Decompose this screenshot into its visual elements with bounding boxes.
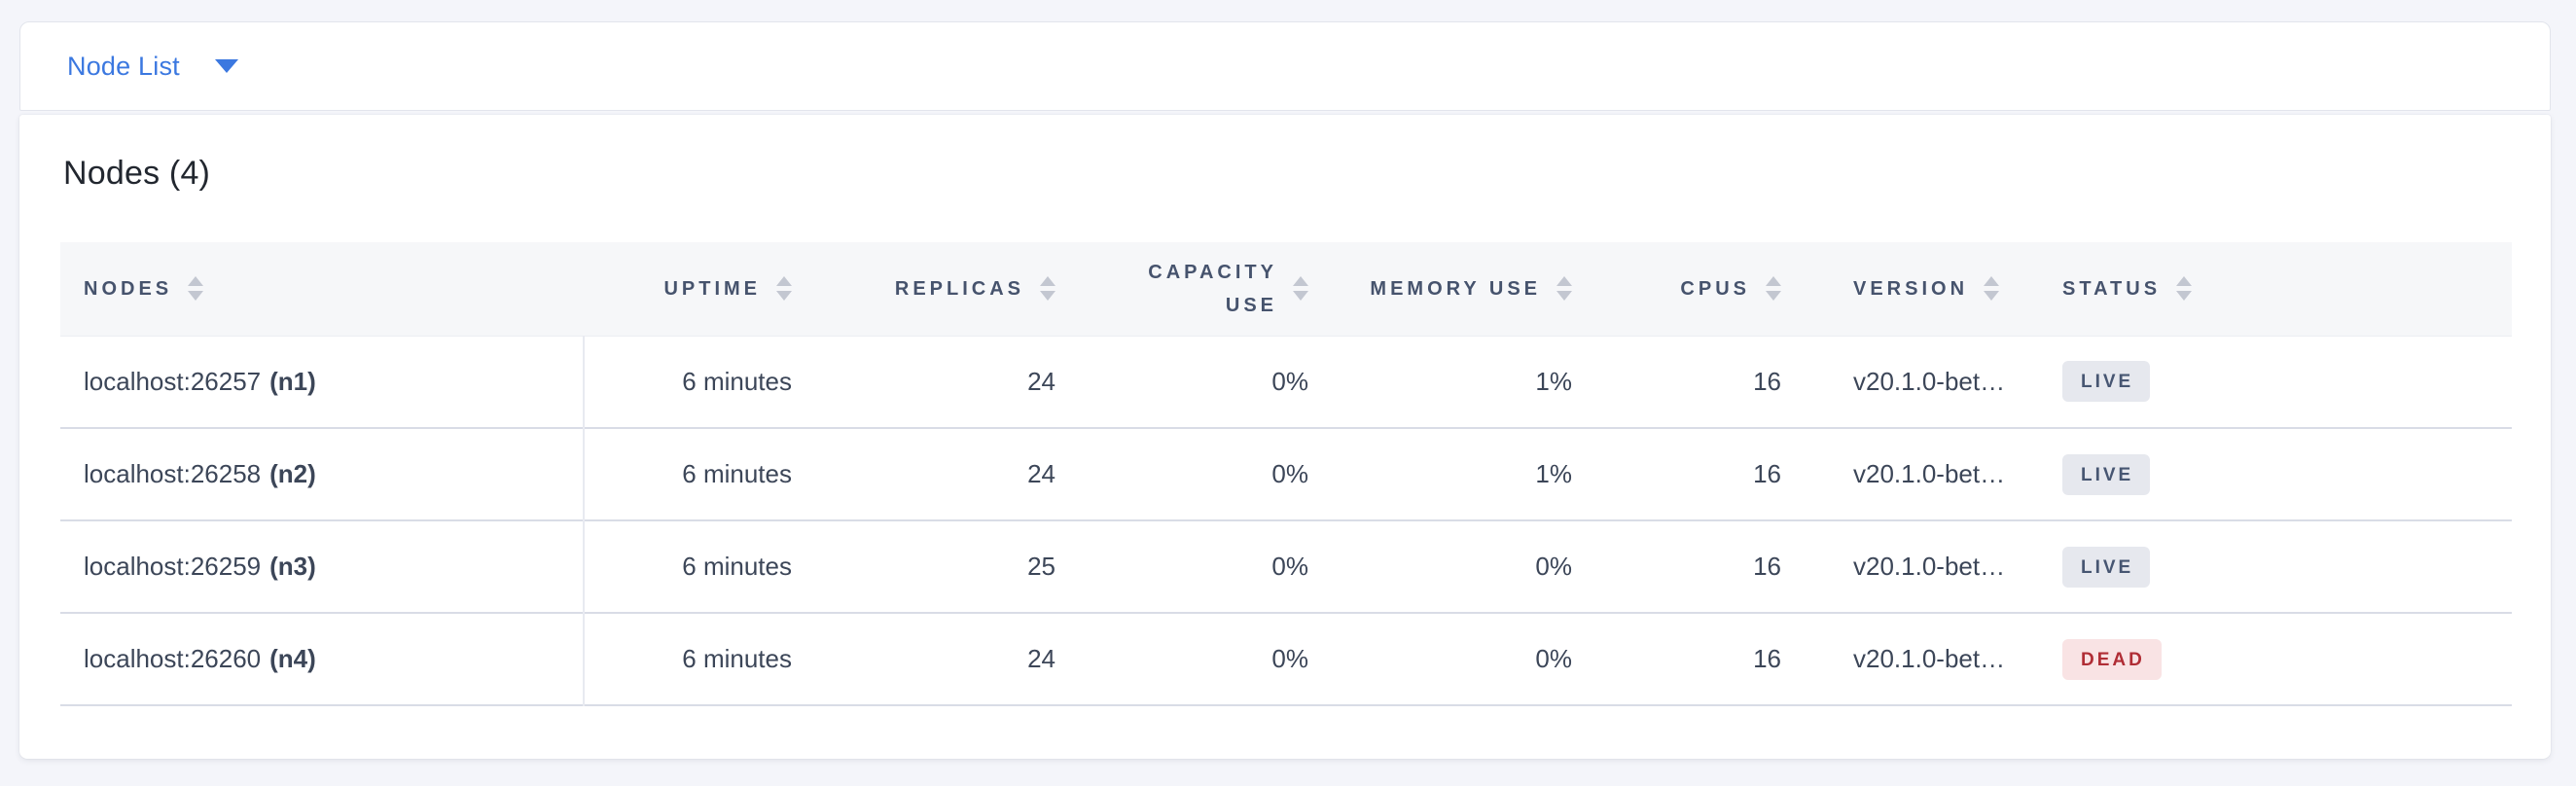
memory-use-cell: 1%: [1535, 459, 1572, 488]
page-selector-bar: Node List: [19, 21, 2551, 111]
sort-icon: [1556, 276, 1572, 302]
column-header-memory-use[interactable]: MEMORY USE: [1332, 242, 1595, 337]
replicas-cell: 24: [1027, 644, 1055, 673]
memory-use-cell: 0%: [1535, 552, 1572, 581]
cpus-cell: 16: [1753, 366, 1781, 396]
table-body: localhost:26257 (n1) 6 minutes 24 0% 1% 1…: [60, 336, 2512, 705]
table-row: localhost:26257 (n1) 6 minutes 24 0% 1% 1…: [60, 336, 2512, 428]
replicas-cell: 24: [1027, 459, 1055, 488]
chevron-down-icon: [214, 59, 238, 73]
nodes-table: NODES UPTIME REPLICAS: [60, 242, 2512, 706]
table-row: localhost:26259 (n3) 6 minutes 25 0% 0% 1…: [60, 520, 2512, 613]
table-row: localhost:26260 (n4) 6 minutes 24 0% 0% 1…: [60, 613, 2512, 705]
column-header-capacity-use[interactable]: CAPACITY USE: [1079, 242, 1332, 337]
nodes-panel: Nodes (4) NODES UPTIME: [19, 115, 2551, 759]
sort-icon: [2176, 276, 2193, 302]
column-header-status[interactable]: STATUS: [2014, 242, 2512, 337]
status-cell: LIVE: [2014, 520, 2512, 613]
capacity-use-cell: 0%: [1271, 366, 1308, 396]
node-address: localhost:26260: [84, 644, 262, 673]
column-header-cpus[interactable]: CPUS: [1595, 242, 1805, 337]
sort-icon: [1293, 276, 1308, 302]
uptime-cell: 6 minutes: [682, 552, 792, 581]
uptime-cell: 6 minutes: [682, 366, 792, 396]
cpus-cell: 16: [1753, 552, 1781, 581]
memory-use-cell: 0%: [1535, 644, 1572, 673]
version-cell: v20.1.0-bet…: [1853, 644, 2006, 673]
uptime-cell: 6 minutes: [682, 459, 792, 488]
sort-icon: [1040, 276, 1055, 302]
status-badge: DEAD: [2062, 638, 2162, 680]
node-address-cell: localhost:26259 (n3): [60, 520, 585, 613]
status-cell: LIVE: [2014, 336, 2512, 428]
replicas-cell: 24: [1027, 366, 1055, 396]
node-address-cell: localhost:26258 (n2): [60, 428, 585, 520]
capacity-use-cell: 0%: [1271, 552, 1308, 581]
cpus-cell: 16: [1753, 459, 1781, 488]
cpus-cell: 16: [1753, 644, 1781, 673]
status-cell: DEAD: [2014, 613, 2512, 705]
table-row: localhost:26258 (n2) 6 minutes 24 0% 1% 1…: [60, 428, 2512, 520]
status-badge: LIVE: [2062, 546, 2151, 588]
node-address-cell: localhost:26260 (n4): [60, 613, 585, 705]
node-address: localhost:26257: [84, 366, 262, 396]
sort-icon: [188, 276, 204, 302]
column-header-uptime[interactable]: UPTIME: [584, 242, 815, 337]
version-cell: v20.1.0-bet…: [1853, 366, 2006, 396]
page-title: Nodes (4): [63, 155, 211, 192]
node-id: (n2): [269, 459, 316, 488]
node-address: localhost:26259: [84, 552, 262, 581]
node-id: (n1): [269, 366, 316, 396]
capacity-use-cell: 0%: [1271, 459, 1308, 488]
column-header-replicas[interactable]: REPLICAS: [815, 242, 1079, 337]
version-cell: v20.1.0-bet…: [1853, 552, 2006, 581]
replicas-cell: 25: [1027, 552, 1055, 581]
node-address: localhost:26258: [84, 459, 262, 488]
table-header: NODES UPTIME REPLICAS: [60, 242, 2512, 337]
memory-use-cell: 1%: [1535, 366, 1572, 396]
version-cell: v20.1.0-bet…: [1853, 459, 2006, 488]
sort-icon: [1766, 276, 1781, 302]
status-badge: LIVE: [2062, 453, 2151, 495]
sort-icon: [776, 276, 792, 302]
node-address-cell: localhost:26257 (n1): [60, 336, 585, 428]
sort-icon: [1984, 276, 2000, 302]
node-list-dropdown-label: Node List: [67, 51, 180, 81]
node-list-dropdown[interactable]: Node List: [67, 52, 238, 82]
node-id: (n4): [269, 644, 316, 673]
status-cell: LIVE: [2014, 428, 2512, 520]
uptime-cell: 6 minutes: [682, 644, 792, 673]
column-header-version[interactable]: VERSION: [1805, 242, 2014, 337]
node-id: (n3): [269, 552, 316, 581]
column-header-nodes[interactable]: NODES: [60, 242, 584, 337]
capacity-use-cell: 0%: [1271, 644, 1308, 673]
table-header-row: NODES UPTIME REPLICAS: [60, 242, 2512, 337]
status-badge: LIVE: [2062, 361, 2151, 403]
